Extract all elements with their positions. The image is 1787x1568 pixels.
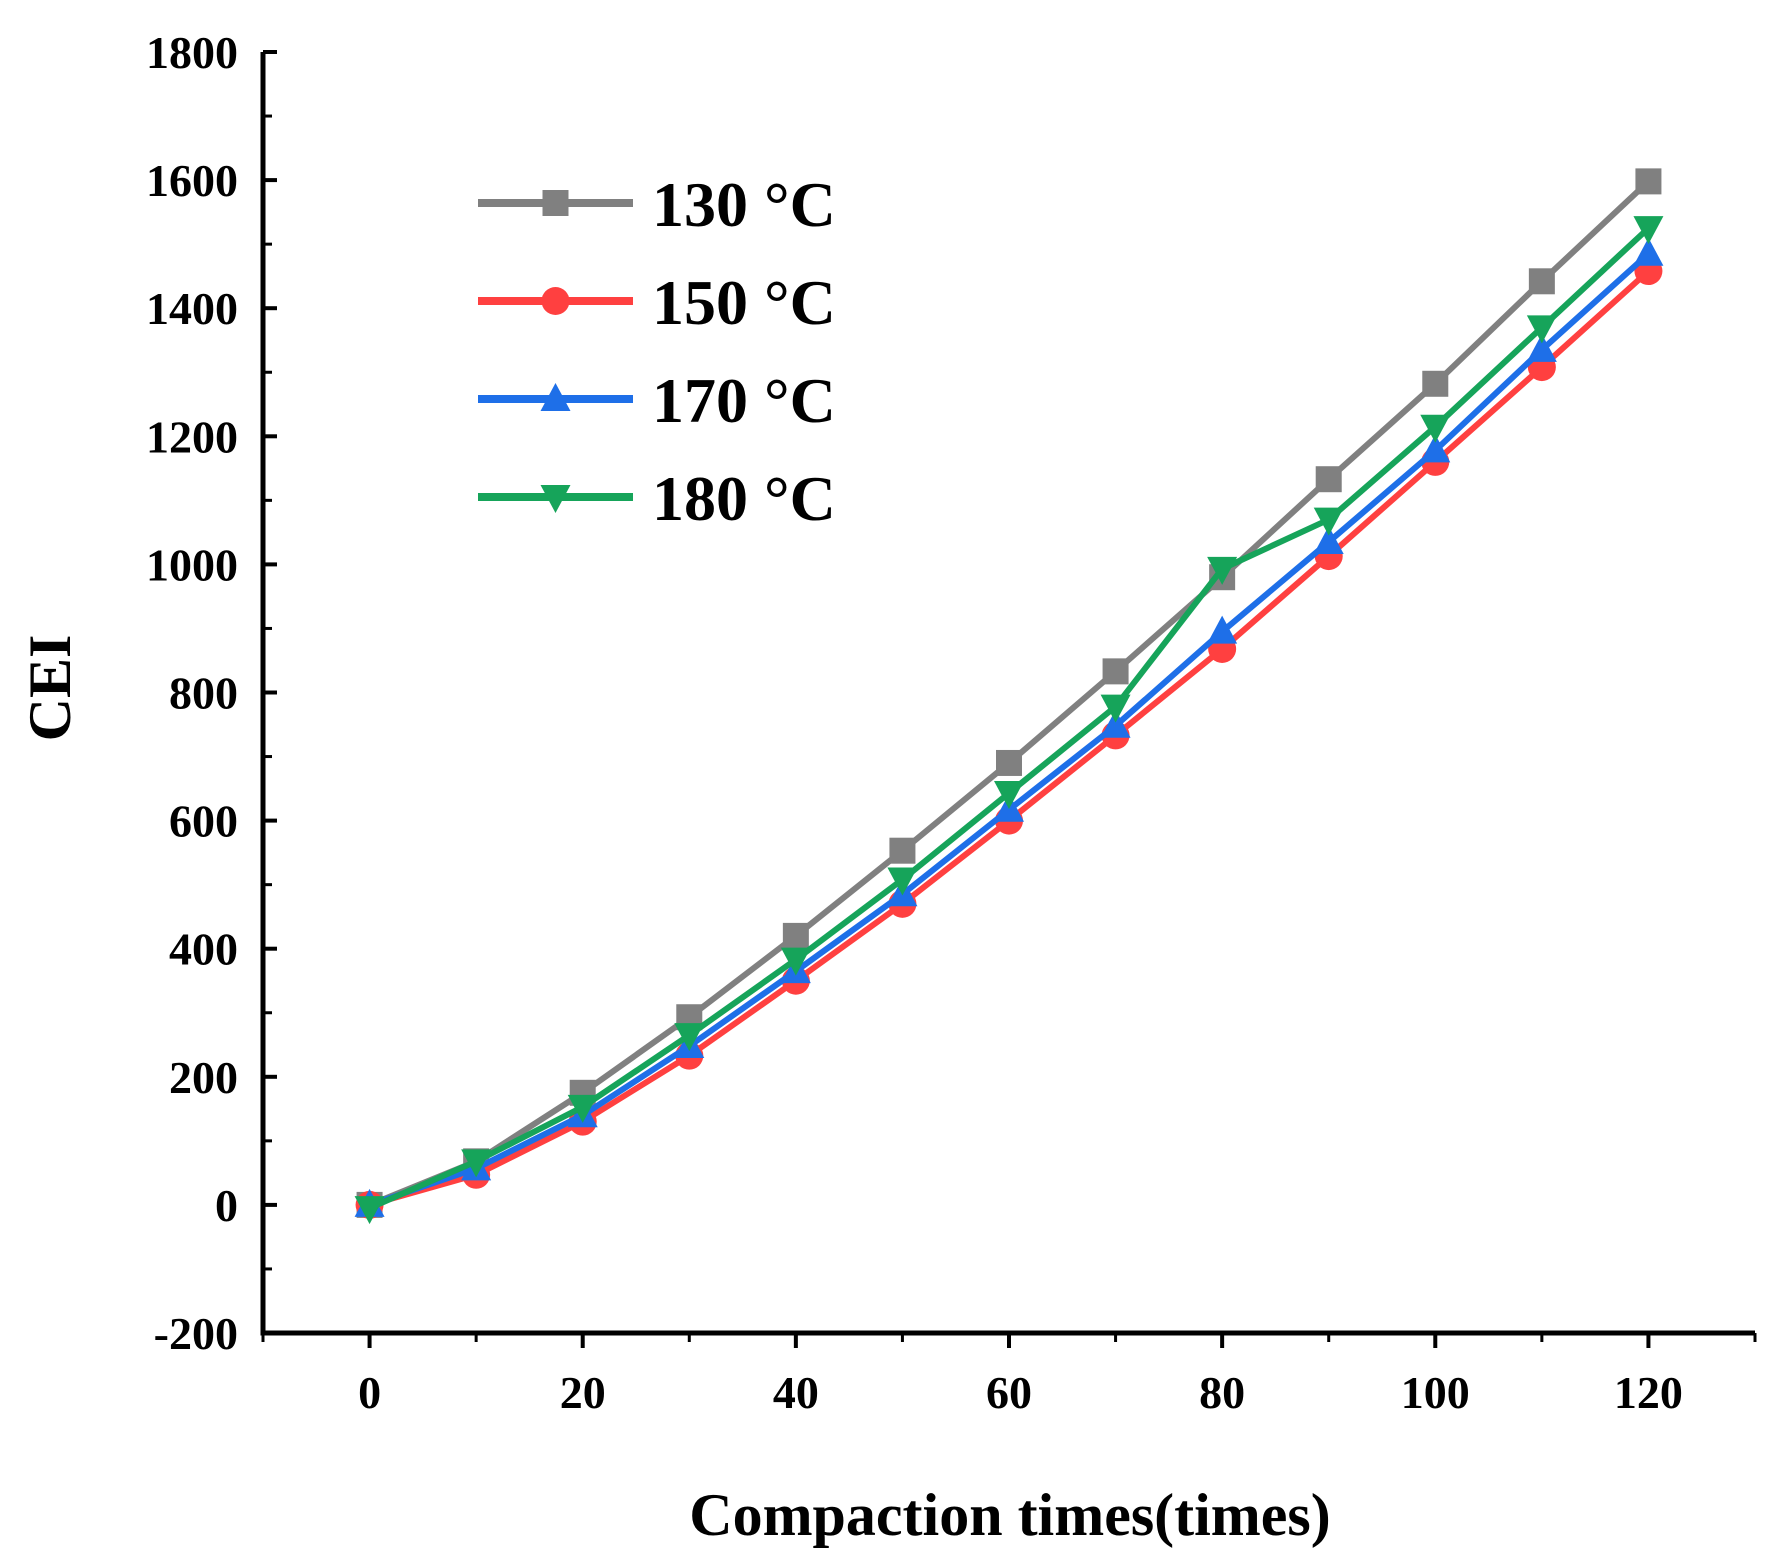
legend-marker	[541, 287, 570, 315]
data-point	[782, 922, 809, 949]
series-0	[356, 168, 1662, 1218]
data-point	[1313, 525, 1344, 554]
data-point	[1526, 315, 1557, 344]
series-2	[354, 237, 1664, 1217]
data-point	[996, 749, 1022, 776]
series-line	[368, 225, 1651, 1211]
x-tick-label: 20	[560, 1367, 606, 1418]
data-point	[1313, 507, 1344, 536]
data-point	[354, 1196, 385, 1225]
legend-marker	[540, 383, 571, 411]
data-point	[1100, 694, 1131, 723]
x-axis-title: Compaction times(times)	[689, 1482, 1331, 1548]
legend: 130 °C 150 °C 170 °C 180 °C	[478, 169, 836, 534]
y-axis-title: CEI	[17, 635, 83, 742]
y-tick-label: -200	[154, 1308, 238, 1359]
data-point	[567, 1094, 598, 1123]
series-line	[368, 179, 1651, 1208]
x-tick-label: 0	[358, 1367, 381, 1418]
x-tick-label: 100	[1401, 1367, 1470, 1418]
legend-marker	[542, 190, 569, 216]
data-point	[674, 1023, 705, 1052]
y-tick-label: 200	[169, 1052, 238, 1103]
data-point	[1420, 414, 1451, 443]
data-point	[994, 781, 1024, 810]
legend-label: 170 °C	[652, 365, 836, 436]
data-point	[1635, 168, 1662, 195]
series-layer	[354, 168, 1664, 1225]
data-point	[461, 1149, 492, 1178]
y-tick-label: 1400	[146, 283, 238, 334]
legend-item: 130 °C	[478, 169, 836, 240]
data-point	[1633, 237, 1664, 266]
legend-label: 180 °C	[652, 463, 836, 534]
y-tick-label: 1600	[146, 155, 238, 206]
y-tick-label: 1800	[146, 27, 238, 78]
y-tick-label: 0	[215, 1180, 238, 1231]
x-tick-label: 60	[986, 1367, 1032, 1418]
data-point	[887, 867, 918, 896]
legend-label: 150 °C	[652, 267, 836, 338]
axes	[260, 52, 1755, 1336]
y-tick-label: 1200	[146, 411, 238, 462]
legend-marker	[540, 485, 571, 513]
legend-item: 150 °C	[478, 267, 836, 338]
y-tick-label: 1000	[146, 539, 238, 590]
data-point	[1420, 434, 1451, 463]
data-point	[1207, 556, 1238, 585]
data-point	[1315, 466, 1342, 493]
axis-ticks: -200 0 200 400 600 800 1000 1200 1400 1600 1800 0 20…	[146, 27, 1757, 1418]
data-point	[889, 837, 916, 864]
data-point	[1528, 268, 1555, 295]
data-point	[1102, 658, 1129, 685]
legend-item: 170 °C	[478, 365, 836, 436]
data-point	[780, 947, 811, 976]
y-tick-label: 400	[169, 924, 238, 975]
data-point	[1526, 333, 1557, 362]
series-line	[368, 268, 1651, 1208]
data-point	[1207, 615, 1238, 644]
x-tick-label: 120	[1614, 1367, 1683, 1418]
series-3	[354, 216, 1664, 1225]
y-tick-label: 800	[169, 668, 238, 719]
legend-label: 130 °C	[652, 169, 836, 240]
legend-item: 180 °C	[478, 463, 836, 534]
y-tick-label: 600	[169, 796, 238, 847]
data-point	[1633, 216, 1664, 245]
data-point	[1100, 709, 1131, 738]
x-tick-label: 80	[1199, 1367, 1245, 1418]
x-tick-label: 40	[773, 1367, 819, 1418]
data-point	[1422, 370, 1449, 397]
